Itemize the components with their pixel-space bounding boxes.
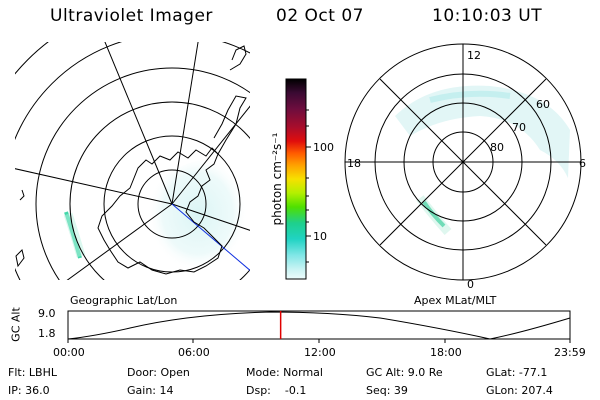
dsp-value: Dsp: -0.1	[246, 384, 307, 397]
lat-circle-3	[69, 101, 250, 280]
altitude-ylabel: GC Alt	[9, 307, 23, 342]
south-america-coastline	[229, 45, 247, 71]
island-coastline-1	[15, 249, 25, 268]
door-value: Door: Open	[127, 366, 190, 379]
left-map-caption: Geographic Lat/Lon	[70, 294, 178, 307]
meridian-6	[171, 42, 199, 205]
mlt-label-left: 18	[347, 157, 361, 170]
glat-value: GLat: -77.1	[486, 366, 548, 379]
mlat-label-70: 70	[512, 121, 526, 134]
meridian-1	[104, 42, 173, 205]
lat-circle-4	[35, 67, 250, 280]
island-coastline-2	[19, 189, 25, 201]
colorbar	[285, 78, 307, 280]
ip-value: IP: 36.0	[8, 384, 50, 397]
right-map-caption: Apex MLat/MLT	[414, 294, 497, 307]
altitude-xtick-2359: 23:59	[554, 346, 586, 359]
colorbar-unit-label: photon cm⁻²s⁻¹	[270, 132, 284, 226]
lat-circle-1	[137, 169, 207, 239]
mlat-label-80: 80	[490, 141, 504, 154]
geographic-map	[15, 42, 250, 280]
meridian-4	[171, 105, 250, 205]
altitude-plot	[67, 310, 571, 343]
altitude-xtick-1200: 12:00	[304, 346, 336, 359]
altitude-xtick-1800: 18:00	[430, 346, 462, 359]
altitude-xtick-0000: 00:00	[53, 346, 85, 359]
glon-value: GLon: 207.4	[486, 384, 553, 397]
gc-alt-value: GC Alt: 9.0 Re	[366, 366, 443, 379]
date-label: 02 Oct 07	[276, 6, 364, 26]
colorbar-ticks	[306, 109, 311, 263]
altitude-xtick-0600: 06:00	[178, 346, 210, 359]
apex-map	[344, 43, 582, 281]
filter-value: Flt: LBHL	[8, 366, 57, 379]
mlt-line-diag-2	[379, 78, 547, 246]
colorbar-tick-100: 100	[313, 141, 334, 154]
continent-coastline	[97, 147, 223, 275]
time-label: 10:10:03 UT	[432, 6, 543, 26]
seq-value: Seq: 39	[366, 384, 408, 397]
mlt-label-top: 12	[467, 49, 481, 62]
mlat-label-60: 60	[536, 98, 550, 111]
instrument-title: Ultraviolet Imager	[50, 6, 213, 26]
altitude-curve	[67, 311, 571, 340]
gain-value: Gain: 14	[127, 384, 174, 397]
peninsula-coastline	[213, 95, 247, 155]
mode-value: Mode: Normal	[246, 366, 323, 379]
meridian-2	[15, 168, 173, 205]
meridian-3	[66, 203, 173, 280]
sun-direction-line	[171, 203, 250, 271]
altitude-ytick-high: 9.0	[38, 307, 56, 320]
meridian-5	[171, 203, 250, 231]
auroral-oval-day	[395, 85, 570, 178]
colorbar-tick-10: 10	[313, 230, 327, 243]
altitude-ytick-low: 1.8	[38, 327, 56, 340]
mlt-label-right: 6	[579, 157, 586, 170]
mlt-label-bottom: 0	[467, 278, 474, 291]
altitude-x-ticks	[67, 339, 571, 343]
